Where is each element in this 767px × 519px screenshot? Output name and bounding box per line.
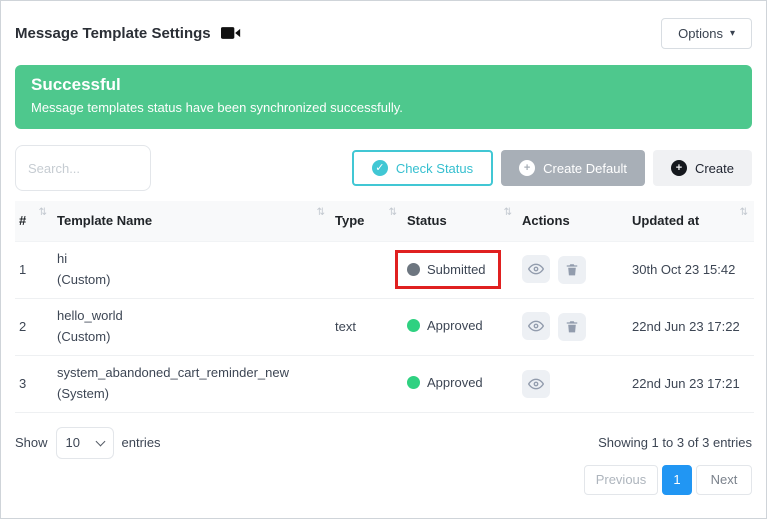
- template-kind: (System): [57, 385, 109, 401]
- eye-icon: [528, 263, 544, 275]
- row-number: 2: [15, 298, 53, 356]
- alert-message: Message templates status have been synch…: [31, 100, 403, 115]
- view-button[interactable]: [522, 369, 550, 398]
- toolbar: ✓ Check Status + Create Default + Create: [15, 145, 752, 191]
- check-status-label: Check Status: [395, 160, 474, 176]
- page-size-select[interactable]: 10: [55, 426, 114, 459]
- template-type: [331, 355, 403, 413]
- create-label: Create: [694, 160, 734, 176]
- actions-cell: [518, 298, 628, 356]
- next-page-button[interactable]: Next: [696, 464, 752, 495]
- alert-title: Successful: [31, 75, 121, 94]
- eye-icon: [528, 378, 544, 389]
- show-label: Show: [15, 435, 48, 450]
- page-header: Message Template Settings Options ▾: [15, 15, 752, 51]
- view-button[interactable]: [522, 312, 550, 341]
- table-header-row: # ⇅ Template Name ⇅ Type ⇅ Status ⇅ Actions …: [15, 201, 754, 241]
- status-label: Submitted: [427, 262, 486, 277]
- actions-cell: [518, 240, 628, 299]
- template-name-cell: hi (Custom): [53, 240, 331, 299]
- updated-at: 30th Oct 23 15:42: [628, 240, 754, 299]
- create-default-label: Create Default: [543, 160, 627, 176]
- table-footer: Show 10 entries Showing 1 to 3 of 3 entr…: [15, 426, 752, 459]
- eye-icon: [528, 320, 544, 332]
- check-circle-icon: ✓: [371, 160, 388, 176]
- column-header-template-name[interactable]: Template Name ⇅: [53, 201, 331, 241]
- delete-button[interactable]: [558, 312, 586, 341]
- trash-icon: [566, 321, 578, 333]
- column-header-updated-at[interactable]: Updated at ⇅: [628, 201, 754, 241]
- column-header-actions: Actions: [518, 201, 628, 241]
- updated-at: 22nd Jun 23 17:22: [628, 298, 754, 356]
- status-dot-icon: [407, 376, 420, 389]
- status-label: Approved: [427, 375, 483, 390]
- template-name: system_abandoned_cart_reminder_new: [57, 365, 289, 381]
- success-alert: Successful Message templates status have…: [15, 65, 752, 129]
- template-type: text: [331, 298, 403, 356]
- check-status-button[interactable]: ✓ Check Status: [351, 150, 494, 186]
- column-header-num[interactable]: # ⇅: [15, 201, 53, 241]
- sort-icon[interactable]: ⇅: [38, 207, 47, 218]
- page-size-value: 10: [65, 435, 80, 450]
- page-1-button[interactable]: 1: [662, 464, 692, 495]
- options-button-label: Options: [678, 25, 723, 41]
- red-highlight-box: Submitted: [395, 250, 501, 289]
- sort-icon[interactable]: ⇅: [739, 207, 748, 218]
- sort-icon[interactable]: ⇅: [316, 207, 325, 218]
- status-cell: Approved: [403, 298, 518, 356]
- plus-circle-icon: +: [670, 160, 687, 176]
- pagination: Previous 1 Next: [15, 464, 752, 495]
- template-type: [331, 240, 403, 299]
- status-dot-icon: [407, 263, 420, 276]
- options-button[interactable]: Options ▾: [661, 17, 752, 49]
- actions-cell: [518, 355, 628, 413]
- template-kind: (Custom): [57, 271, 111, 287]
- column-header-type[interactable]: Type ⇅: [331, 201, 403, 241]
- table-row: 2 hello_world (Custom) text Approved: [15, 298, 754, 356]
- template-name-cell: hello_world (Custom): [53, 298, 331, 356]
- template-name-cell: system_abandoned_cart_reminder_new (Syst…: [53, 355, 331, 413]
- updated-at: 22nd Jun 23 17:21: [628, 355, 754, 413]
- search-input[interactable]: [15, 145, 151, 191]
- row-number: 3: [15, 355, 53, 413]
- chevron-down-icon: [95, 436, 105, 446]
- sort-icon[interactable]: ⇅: [503, 207, 512, 218]
- view-button[interactable]: [522, 255, 550, 284]
- templates-table: # ⇅ Template Name ⇅ Type ⇅ Status ⇅ Actions …: [15, 201, 754, 413]
- trash-icon: [566, 264, 578, 276]
- status-label: Approved: [427, 318, 483, 333]
- video-camera-icon: [220, 26, 241, 40]
- template-name: hello_world: [57, 308, 123, 324]
- table-row: 1 hi (Custom) Submitted: [15, 240, 754, 299]
- sort-icon[interactable]: ⇅: [388, 207, 397, 218]
- column-header-status[interactable]: Status ⇅: [403, 201, 518, 241]
- delete-button[interactable]: [558, 255, 586, 284]
- previous-page-button[interactable]: Previous: [584, 464, 658, 495]
- showing-entries-text: Showing 1 to 3 of 3 entries: [598, 435, 752, 450]
- create-button[interactable]: + Create: [652, 150, 752, 186]
- template-name: hi: [57, 251, 68, 267]
- status-dot-icon: [407, 319, 420, 332]
- row-number: 1: [15, 240, 53, 299]
- status-cell: Approved: [403, 355, 518, 413]
- page-title: Message Template Settings: [15, 24, 211, 42]
- template-kind: (Custom): [57, 328, 111, 344]
- plus-circle-icon: +: [519, 160, 536, 176]
- create-default-button[interactable]: + Create Default: [501, 150, 645, 186]
- entries-label: entries: [121, 435, 161, 450]
- chevron-down-icon: ▾: [729, 27, 735, 39]
- status-cell: Submitted: [395, 240, 518, 299]
- table-row: 3 system_abandoned_cart_reminder_new (Sy…: [15, 355, 754, 413]
